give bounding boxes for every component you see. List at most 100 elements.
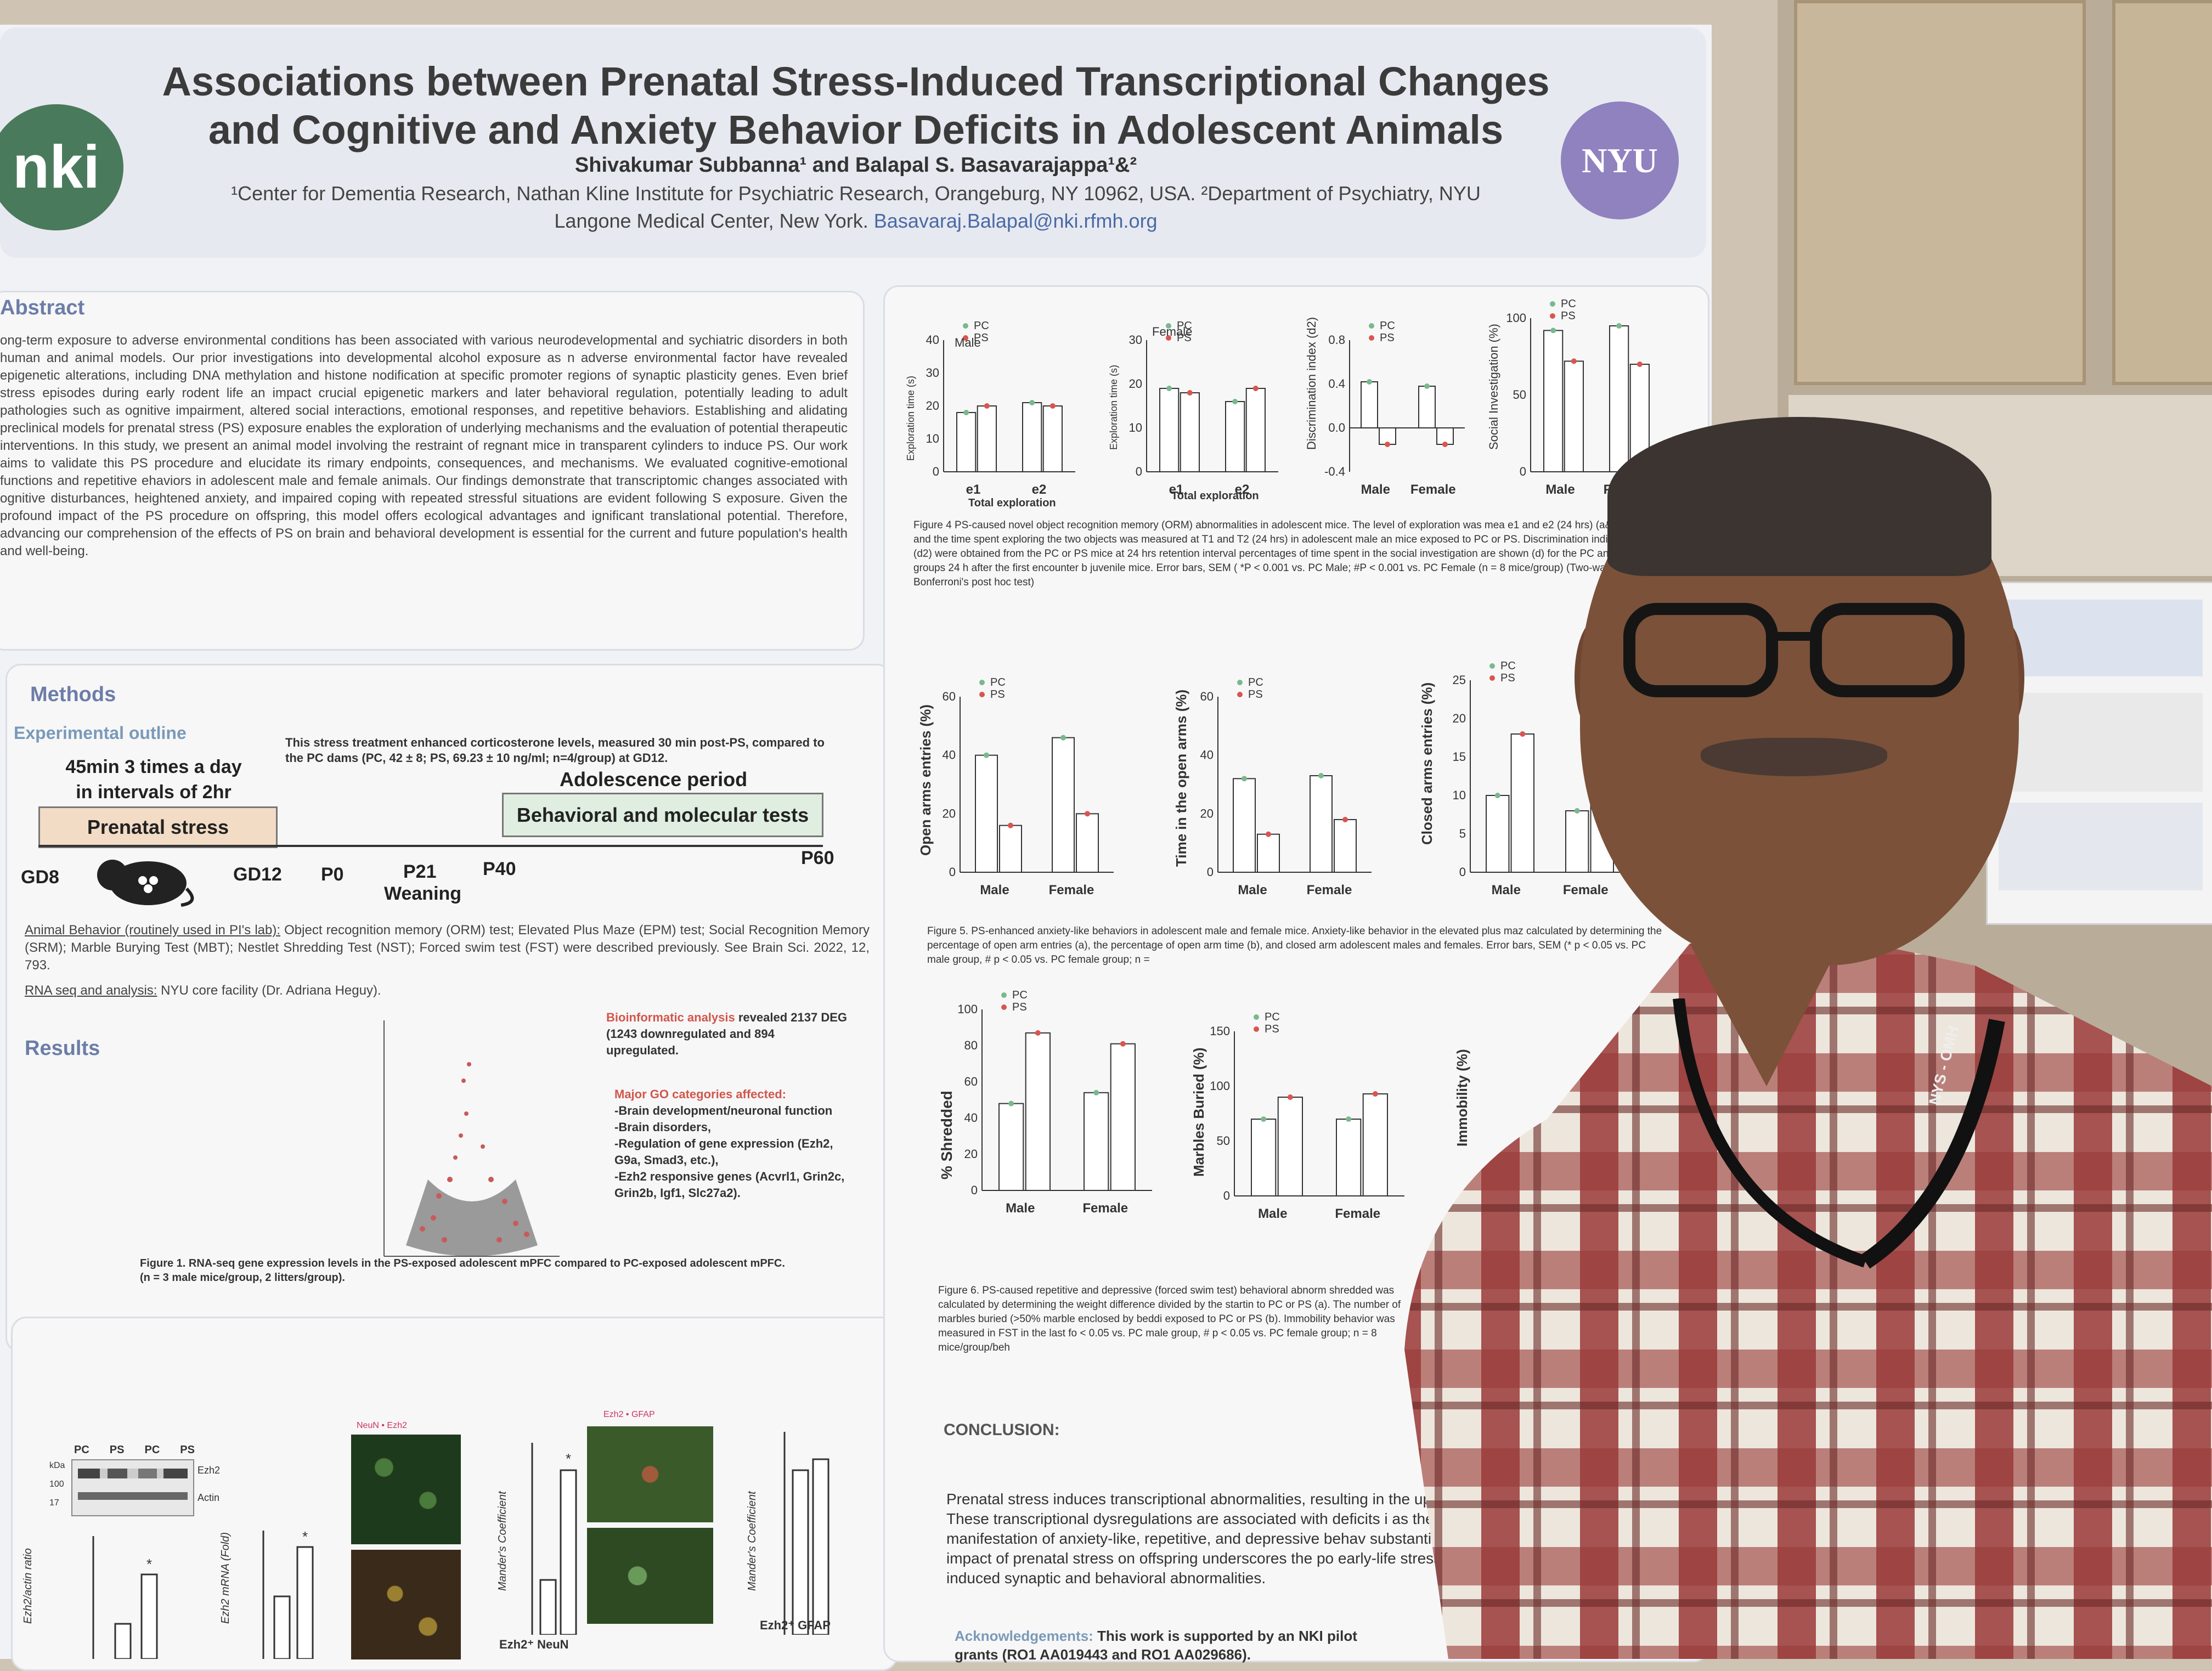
legend-marker xyxy=(1550,301,1555,307)
legend-marker xyxy=(1369,323,1374,329)
y-tick-label: 40 xyxy=(1200,748,1214,762)
manders-ylabel: Mander's Coefficient xyxy=(496,1491,509,1591)
acknowledgements: Acknowledgements: This work is supported… xyxy=(955,1627,1357,1664)
person-mustache xyxy=(1701,738,1887,776)
legend-label: PS xyxy=(1500,672,1515,684)
legend-marker xyxy=(1237,680,1243,685)
y-tick-label: 20 xyxy=(926,399,939,413)
timeline-p40: P40 xyxy=(483,859,516,879)
data-point xyxy=(1261,1116,1267,1122)
rnaseq-body: NYU core facility (Dr. Adriana Heguy). xyxy=(157,983,381,998)
bar xyxy=(1565,810,1589,873)
weaning-label: Weaning xyxy=(384,883,462,904)
western-blot-image xyxy=(71,1459,194,1516)
figure-4a-group-label: Male xyxy=(955,336,981,349)
legend-label: PS xyxy=(1380,332,1395,344)
x-tick-label: Female xyxy=(1563,883,1609,897)
rnaseq-label: RNA seq and analysis: xyxy=(25,983,157,998)
data-point xyxy=(1318,773,1324,778)
affiliation-line-2: Langone Medical Center, New York. xyxy=(554,210,868,232)
figure-5c-ylabel: Closed arms entries (%) xyxy=(1419,682,1435,845)
y-tick-label: 0 xyxy=(971,1183,978,1197)
data-point xyxy=(1120,1041,1126,1047)
data-point xyxy=(1008,1100,1014,1107)
email-link[interactable]: Basavaraj.Balapal@nki.rfmh.org xyxy=(873,210,1158,232)
manders-gfap-xlabel: Ezh2⁺ GFAP xyxy=(760,1618,831,1632)
data-point xyxy=(1232,399,1238,404)
figure-4b-xlabel: Total exploration xyxy=(1171,490,1259,502)
glasses-icon xyxy=(1623,603,1965,697)
timeline-p21: P21 xyxy=(403,861,437,882)
abstract-title: Abstract xyxy=(0,296,85,319)
legend-marker xyxy=(1166,335,1171,341)
bar xyxy=(1052,737,1075,873)
data-point xyxy=(1571,358,1577,364)
x-tick-label: Male xyxy=(1361,482,1390,497)
y-tick-label: 30 xyxy=(1129,333,1142,347)
bar xyxy=(1084,1092,1109,1191)
y-tick-label: 10 xyxy=(1129,421,1142,434)
bar xyxy=(1180,392,1200,472)
go-item: -Ezh2 responsive genes (Acvrl1, Grin2c, … xyxy=(614,1170,845,1200)
legend-marker xyxy=(1254,1026,1259,1032)
data-point xyxy=(1049,403,1056,409)
data-point xyxy=(984,752,989,758)
figure-4d-ylabel: Social Investigation (%) xyxy=(1487,324,1500,450)
y-tick-label: 60 xyxy=(1200,690,1214,703)
go-item: -Regulation of gene expression (Ezh2, G9… xyxy=(614,1137,833,1167)
abstract-panel xyxy=(0,291,865,651)
x-tick-label: e2 xyxy=(1032,482,1047,497)
data-point xyxy=(1520,731,1526,737)
y-tick-label: 0.4 xyxy=(1328,377,1345,391)
y-tick-label: 50 xyxy=(1217,1134,1230,1148)
bar xyxy=(975,754,998,873)
data-point xyxy=(1574,808,1580,814)
experimental-outline-title: Experimental outline xyxy=(14,723,187,743)
x-tick-label: e2 xyxy=(1235,482,1250,497)
data-point xyxy=(963,410,969,415)
y-tick-label: 60 xyxy=(943,690,956,703)
rnaseq-text: RNA seq and analysis: NYU core facility … xyxy=(25,982,870,1000)
data-point xyxy=(1367,379,1372,385)
blot-lane-labels: PC PS PC PS xyxy=(74,1444,195,1457)
data-point xyxy=(1494,793,1500,798)
legend-marker xyxy=(1489,663,1495,669)
data-point xyxy=(1035,1030,1041,1036)
plaid-shirt xyxy=(1404,938,2212,1659)
legend-marker xyxy=(963,323,968,329)
data-point xyxy=(1550,328,1556,334)
abstract-text: ong-term exposure to adverse environment… xyxy=(0,333,848,558)
animal-behavior-body: Object recognition memory (ORM) test; El… xyxy=(25,923,870,973)
bar xyxy=(1486,795,1510,873)
title-line-1: Associations between Prenatal Stress-Ind… xyxy=(162,59,1550,104)
bulletin-board-2 xyxy=(2112,0,2212,385)
bioinformatic-body: revealed 2137 DEG (1243 downregulated an… xyxy=(606,1010,847,1057)
timeline-gd8: GD8 xyxy=(21,867,59,888)
y-tick-label: 20 xyxy=(964,1147,978,1161)
timeline-gd12: GD12 xyxy=(233,864,282,885)
y-tick-label: 15 xyxy=(1453,750,1466,764)
figure-4a-ylabel: Exploration time (s) xyxy=(905,375,916,461)
go-item: -Brain development/neuronal function xyxy=(614,1104,833,1117)
figure-4c-ylabel: Discrimination index (d2) xyxy=(1305,317,1318,450)
data-point xyxy=(1442,442,1448,447)
acknowledgements-text: This work is supported by an NKI pilot xyxy=(1093,1628,1357,1644)
bar xyxy=(1159,388,1180,472)
y-tick-label: 0.8 xyxy=(1328,333,1345,347)
y-tick-label: 0.0 xyxy=(1328,421,1345,434)
bar xyxy=(1025,1032,1051,1192)
title-line-2: and Cognitive and Anxiety Behavior Defic… xyxy=(208,107,1504,153)
manders-neun-xlabel: Ezh2⁺ NeuN xyxy=(499,1638,569,1651)
methods-title: Methods xyxy=(30,683,116,706)
y-tick-label: 20 xyxy=(1453,712,1466,725)
blot-kda: kDa 100 17 xyxy=(49,1457,65,1512)
legend-label: PC xyxy=(974,320,989,332)
acknowledgements-grants: grants (RO1 AA019443 and RO1 AA029686). xyxy=(955,1646,1251,1663)
